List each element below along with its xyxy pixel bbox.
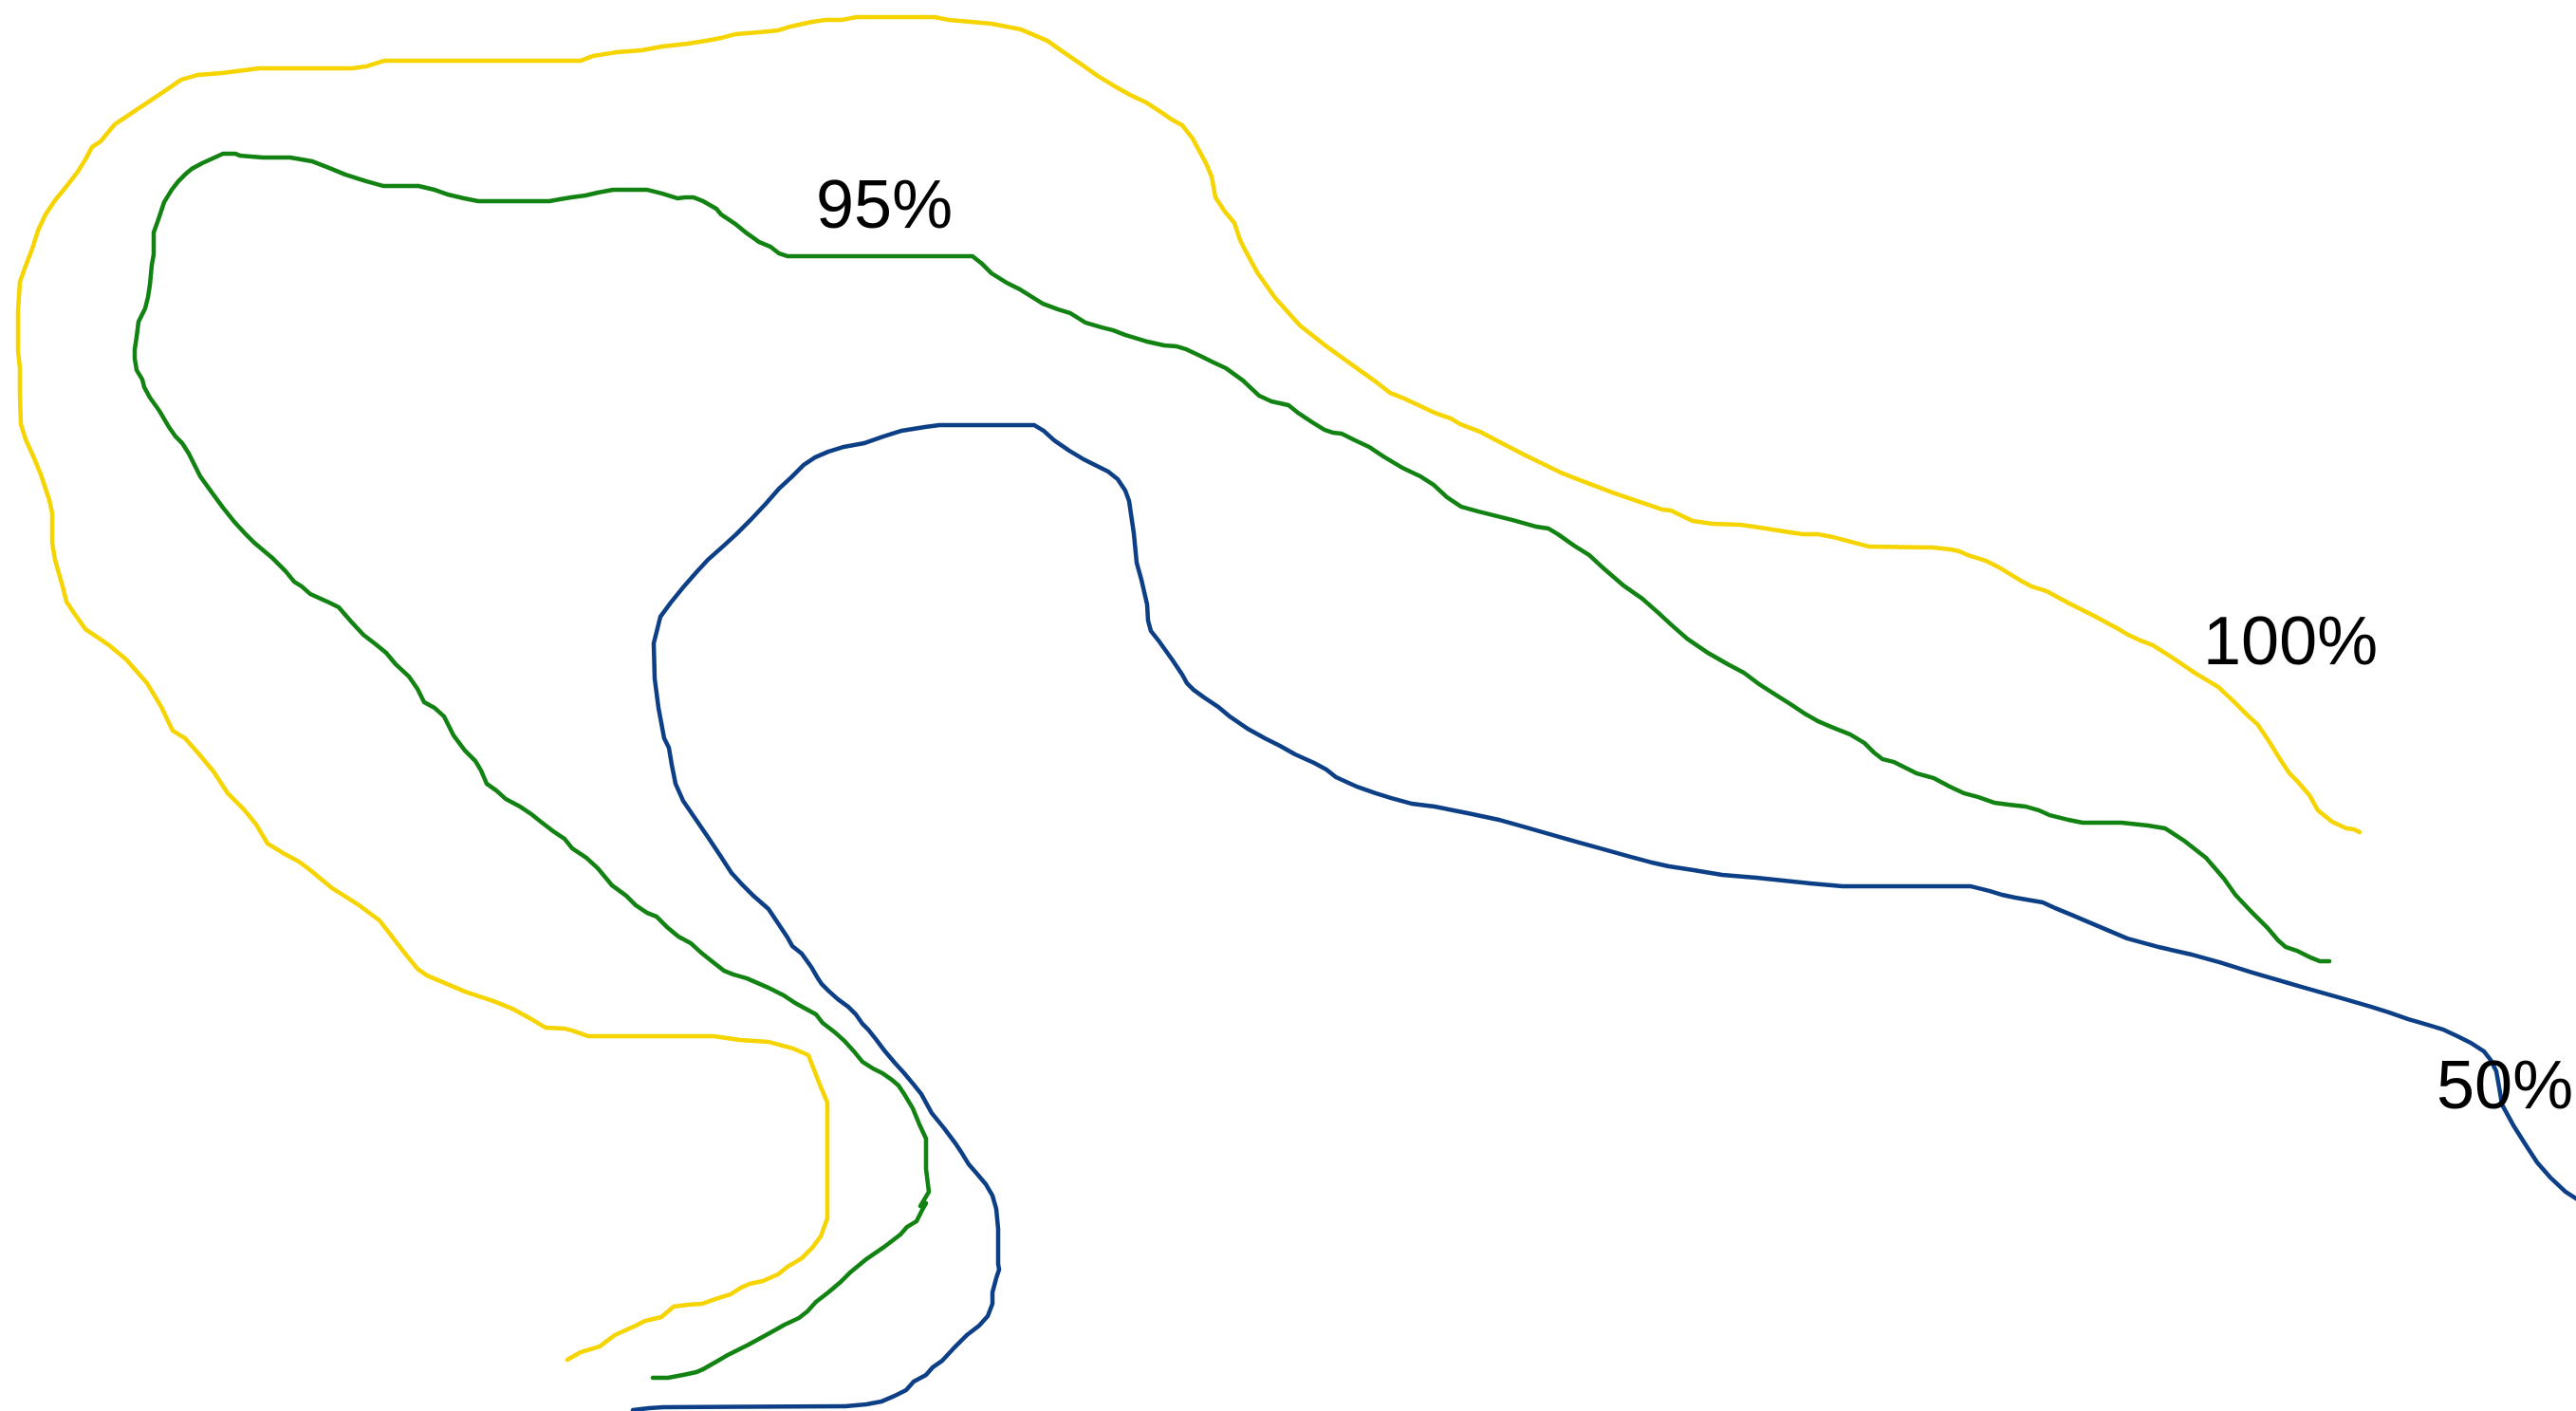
contour-label-95-percent: 95% <box>816 167 953 243</box>
contour-label-50-percent: 50% <box>2437 1048 2573 1123</box>
contour-line-50-percent <box>630 422 2576 1411</box>
contour-label-100-percent: 100% <box>2203 603 2378 679</box>
contour-line-100-percent <box>15 14 2363 1363</box>
contour-line-95-percent <box>132 151 2332 1381</box>
